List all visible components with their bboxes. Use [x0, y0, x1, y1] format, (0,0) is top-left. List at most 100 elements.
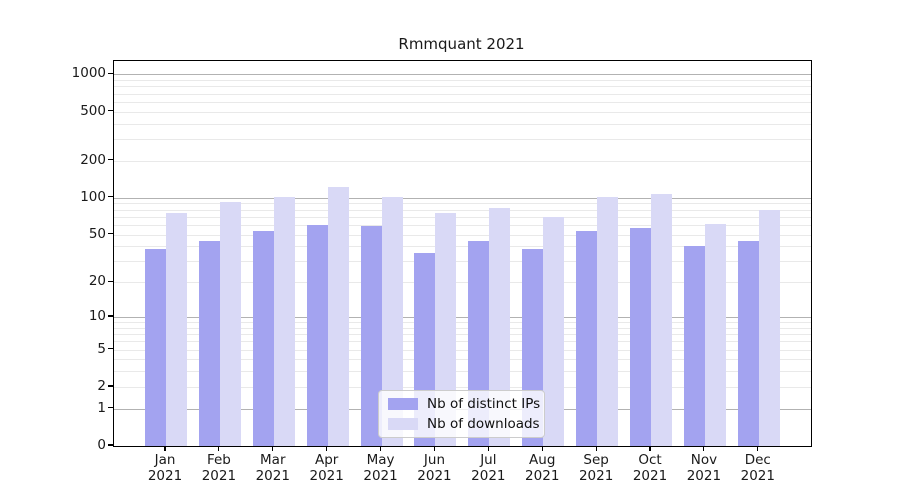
y-tick-label-0: 0 — [97, 437, 106, 453]
minor-gridline-9 — [114, 322, 811, 324]
minor-gridline-90 — [114, 203, 811, 205]
x-tick-month: Jan — [154, 452, 176, 468]
x-tick-month: Jul — [480, 452, 497, 468]
minor-gridline-80 — [114, 209, 811, 211]
minor-gridline-200 — [114, 160, 811, 162]
x-tick-mark-aug — [541, 446, 543, 451]
x-tick-year: 2021 — [578, 467, 614, 484]
minor-gridline-900 — [114, 80, 811, 82]
x-tick-month: Nov — [690, 452, 718, 468]
y-tick-label-50: 50 — [88, 225, 106, 242]
legend-item-downloads: Nb of downloads — [388, 416, 540, 432]
x-tick-year: 2021 — [363, 467, 398, 484]
x-tick-month: Mar — [260, 452, 286, 468]
x-tick-month: Dec — [744, 452, 771, 468]
plot-area — [113, 60, 812, 447]
minor-gridline-60 — [114, 224, 811, 226]
y-tick-mark-100 — [108, 196, 113, 198]
minor-gridline-8 — [114, 327, 811, 329]
chart-title: Rmmquant 2021 — [398, 35, 525, 53]
minor-gridline-500 — [114, 111, 811, 113]
y-tick-mark-500 — [108, 110, 113, 112]
y-tick-label-1000: 1000 — [71, 65, 106, 82]
x-tick-month: Feb — [206, 452, 231, 468]
x-tick-mark-mar — [272, 446, 274, 451]
bar-distinct-ips-feb — [198, 241, 220, 446]
bar-distinct-ips-sep — [576, 230, 598, 446]
x-tick-label-jan: Jan 2021 — [135, 452, 195, 484]
x-tick-label-jul: Jul 2021 — [458, 452, 518, 484]
legend: Nb of distinct IPs Nb of downloads — [378, 390, 545, 438]
minor-gridline-300 — [114, 139, 811, 141]
y-tick-label-500: 500 — [80, 102, 106, 119]
x-tick-month: Sep — [583, 452, 609, 468]
minor-gridline-700 — [114, 93, 811, 95]
bar-downloads-apr — [327, 186, 349, 446]
x-tick-label-mar: Mar 2021 — [243, 452, 303, 484]
minor-gridline-3 — [114, 371, 811, 373]
x-tick-year: 2021 — [525, 467, 560, 484]
x-tick-label-oct: Oct 2021 — [620, 452, 680, 484]
y-tick-label-200: 200 — [80, 151, 106, 168]
legend-swatch-downloads-icon — [388, 417, 418, 431]
major-gridline-1000 — [114, 74, 811, 76]
legend-label-distinct-ips: Nb of distinct IPs — [427, 396, 541, 412]
y-tick-mark-1000 — [108, 72, 113, 75]
minor-gridline-400 — [114, 123, 811, 125]
x-tick-year: 2021 — [255, 467, 290, 484]
y-tick-mark-0 — [108, 444, 113, 446]
x-tick-month: Apr — [314, 452, 339, 468]
minor-gridline-800 — [114, 86, 811, 88]
bar-downloads-mar — [273, 196, 295, 446]
y-tick-mark-200 — [108, 159, 113, 161]
y-tick-mark-2 — [108, 385, 113, 387]
x-tick-label-feb: Feb 2021 — [189, 452, 249, 484]
minor-gridline-5 — [114, 349, 811, 351]
x-tick-mark-sep — [595, 446, 597, 451]
y-tick-mark-10 — [108, 315, 113, 317]
y-tick-mark-20 — [108, 280, 113, 282]
bar-distinct-ips-nov — [683, 246, 705, 446]
x-tick-year: 2021 — [417, 467, 452, 484]
x-tick-mark-may — [379, 446, 382, 451]
x-tick-year: 2021 — [740, 467, 775, 484]
bar-distinct-ips-oct — [630, 227, 652, 446]
x-tick-month: Aug — [529, 452, 556, 468]
minor-gridline-50 — [114, 234, 811, 236]
bar-distinct-ips-may — [360, 225, 382, 446]
x-tick-label-apr: Apr 2021 — [297, 452, 357, 484]
x-tick-year: 2021 — [147, 467, 183, 484]
bar-distinct-ips-apr — [306, 224, 328, 446]
bar-downloads-dec — [758, 210, 780, 446]
bar-downloads-jun — [435, 213, 457, 446]
bar-downloads-may — [381, 197, 403, 446]
y-tick-label-2: 2 — [97, 377, 106, 394]
x-tick-year: 2021 — [201, 467, 237, 484]
minor-gridline-40 — [114, 246, 811, 248]
bar-distinct-ips-jan — [145, 248, 166, 446]
x-tick-label-aug: Aug 2021 — [512, 452, 572, 484]
x-tick-label-jun: Jun 2021 — [404, 452, 464, 484]
bar-downloads-nov — [704, 224, 726, 446]
bar-distinct-ips-dec — [737, 241, 759, 446]
x-tick-label-nov: Nov 2021 — [674, 452, 734, 484]
x-tick-mark-apr — [326, 446, 328, 451]
major-gridline-100 — [114, 197, 811, 199]
x-tick-year: 2021 — [309, 467, 344, 484]
bar-downloads-jan — [166, 213, 187, 446]
minor-gridline-2 — [114, 386, 811, 388]
bar-downloads-oct — [651, 194, 673, 446]
y-tick-label-10: 10 — [88, 308, 106, 325]
legend-item-distinct-ips: Nb of distinct IPs — [388, 396, 540, 412]
minor-gridline-70 — [114, 216, 811, 218]
y-tick-mark-1 — [108, 407, 113, 409]
x-tick-year: 2021 — [632, 467, 668, 484]
x-tick-month: Jun — [423, 452, 445, 468]
bar-downloads-feb — [219, 202, 241, 446]
minor-gridline-30 — [114, 261, 811, 263]
bar-distinct-ips-mar — [252, 231, 274, 446]
bar-downloads-aug — [543, 216, 565, 446]
bar-downloads-sep — [597, 197, 619, 446]
x-tick-month: Oct — [638, 452, 662, 468]
